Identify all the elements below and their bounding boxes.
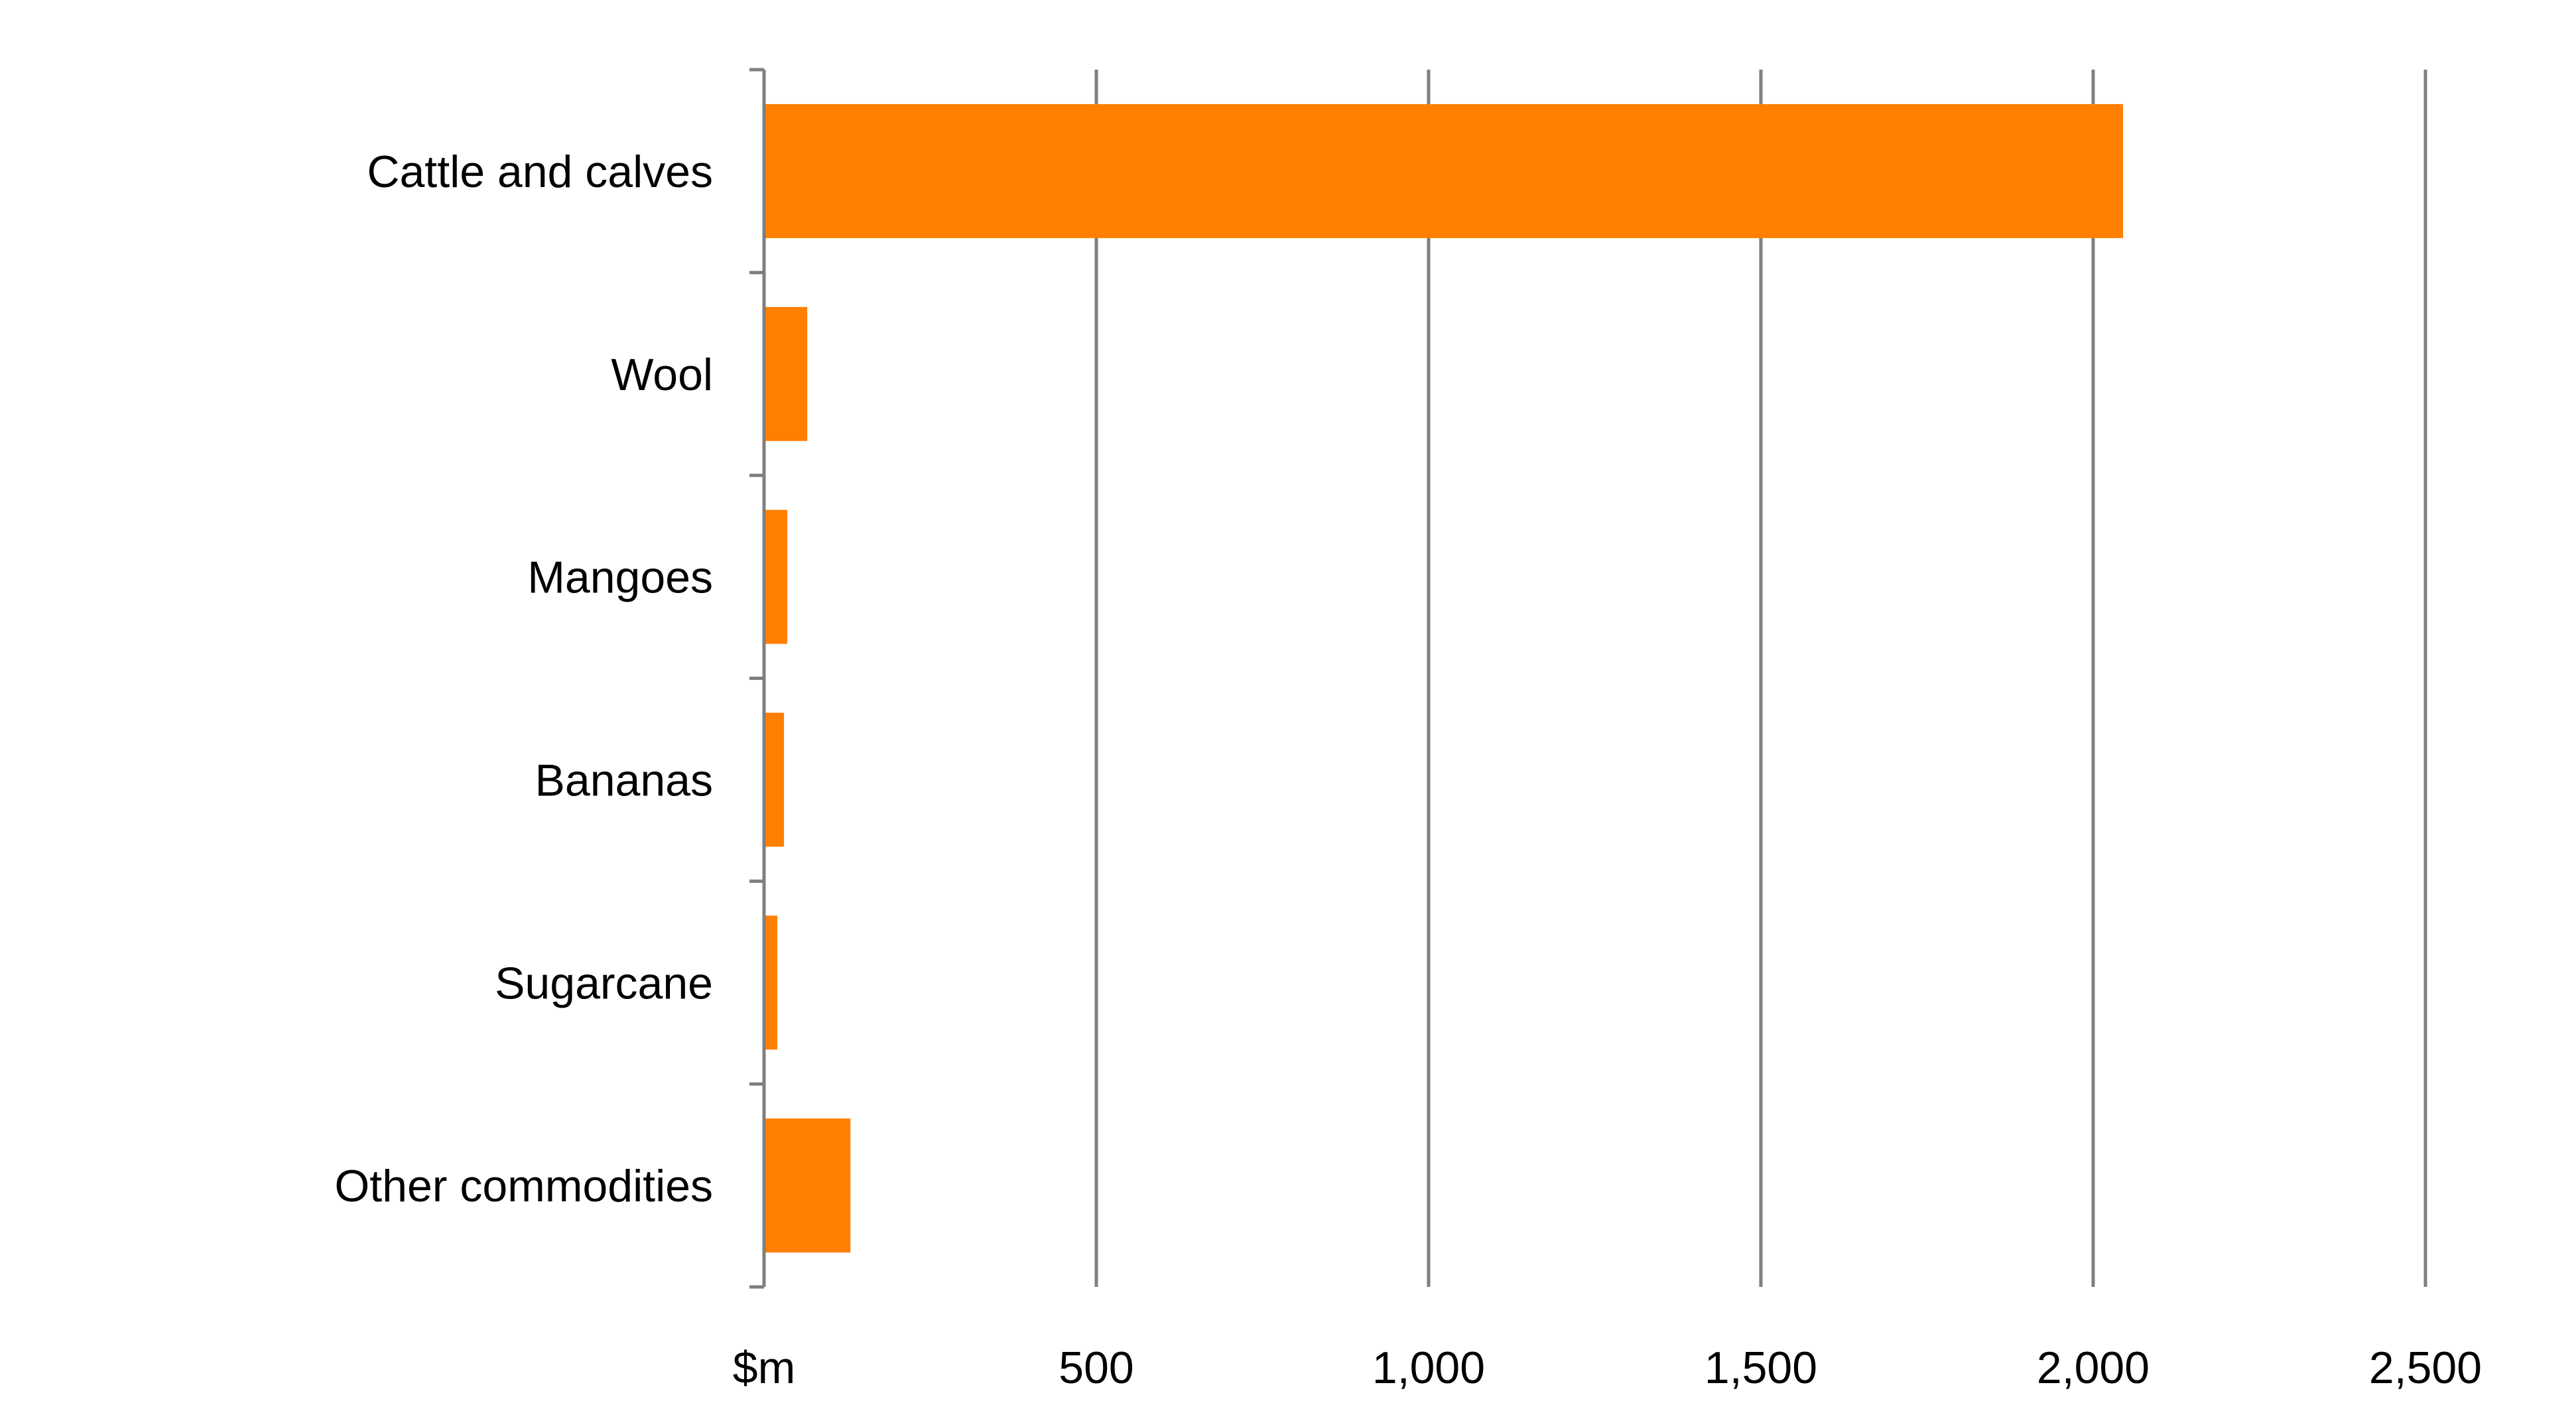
bars [764,103,2124,1253]
x-tick-label: 500 [1059,1343,1133,1393]
y-axis [749,68,766,1289]
bar-bananas [764,712,785,847]
category-label: Bananas [535,755,713,805]
bar-wool [764,306,808,441]
x-tick-label: 1,500 [1705,1343,1817,1393]
x-tick-labels: $m 500 1,000 1,500 2,000 2,500 [733,1343,2482,1393]
category-label: Wool [611,350,713,400]
category-label: Cattle and calves [367,147,713,197]
x-tick-label: 1,000 [1372,1343,1485,1393]
x-tick-label: $m [733,1343,795,1393]
x-tick-label: 2,500 [2369,1343,2482,1393]
category-label: Mangoes [527,553,713,603]
category-labels: Cattle and calves Wool Mangoes Bananas Sugar… [334,147,713,1211]
x-tick-label: 2,000 [2037,1343,2150,1393]
bar-mangoes [764,509,788,644]
category-label: Sugarcane [495,958,713,1008]
bar-sugarcane [764,915,778,1050]
category-label: Other commodities [334,1161,713,1211]
bar-cattle-and-calves [764,103,2124,238]
gridlines [1094,70,2427,1287]
bar-other-commodities [764,1118,851,1253]
